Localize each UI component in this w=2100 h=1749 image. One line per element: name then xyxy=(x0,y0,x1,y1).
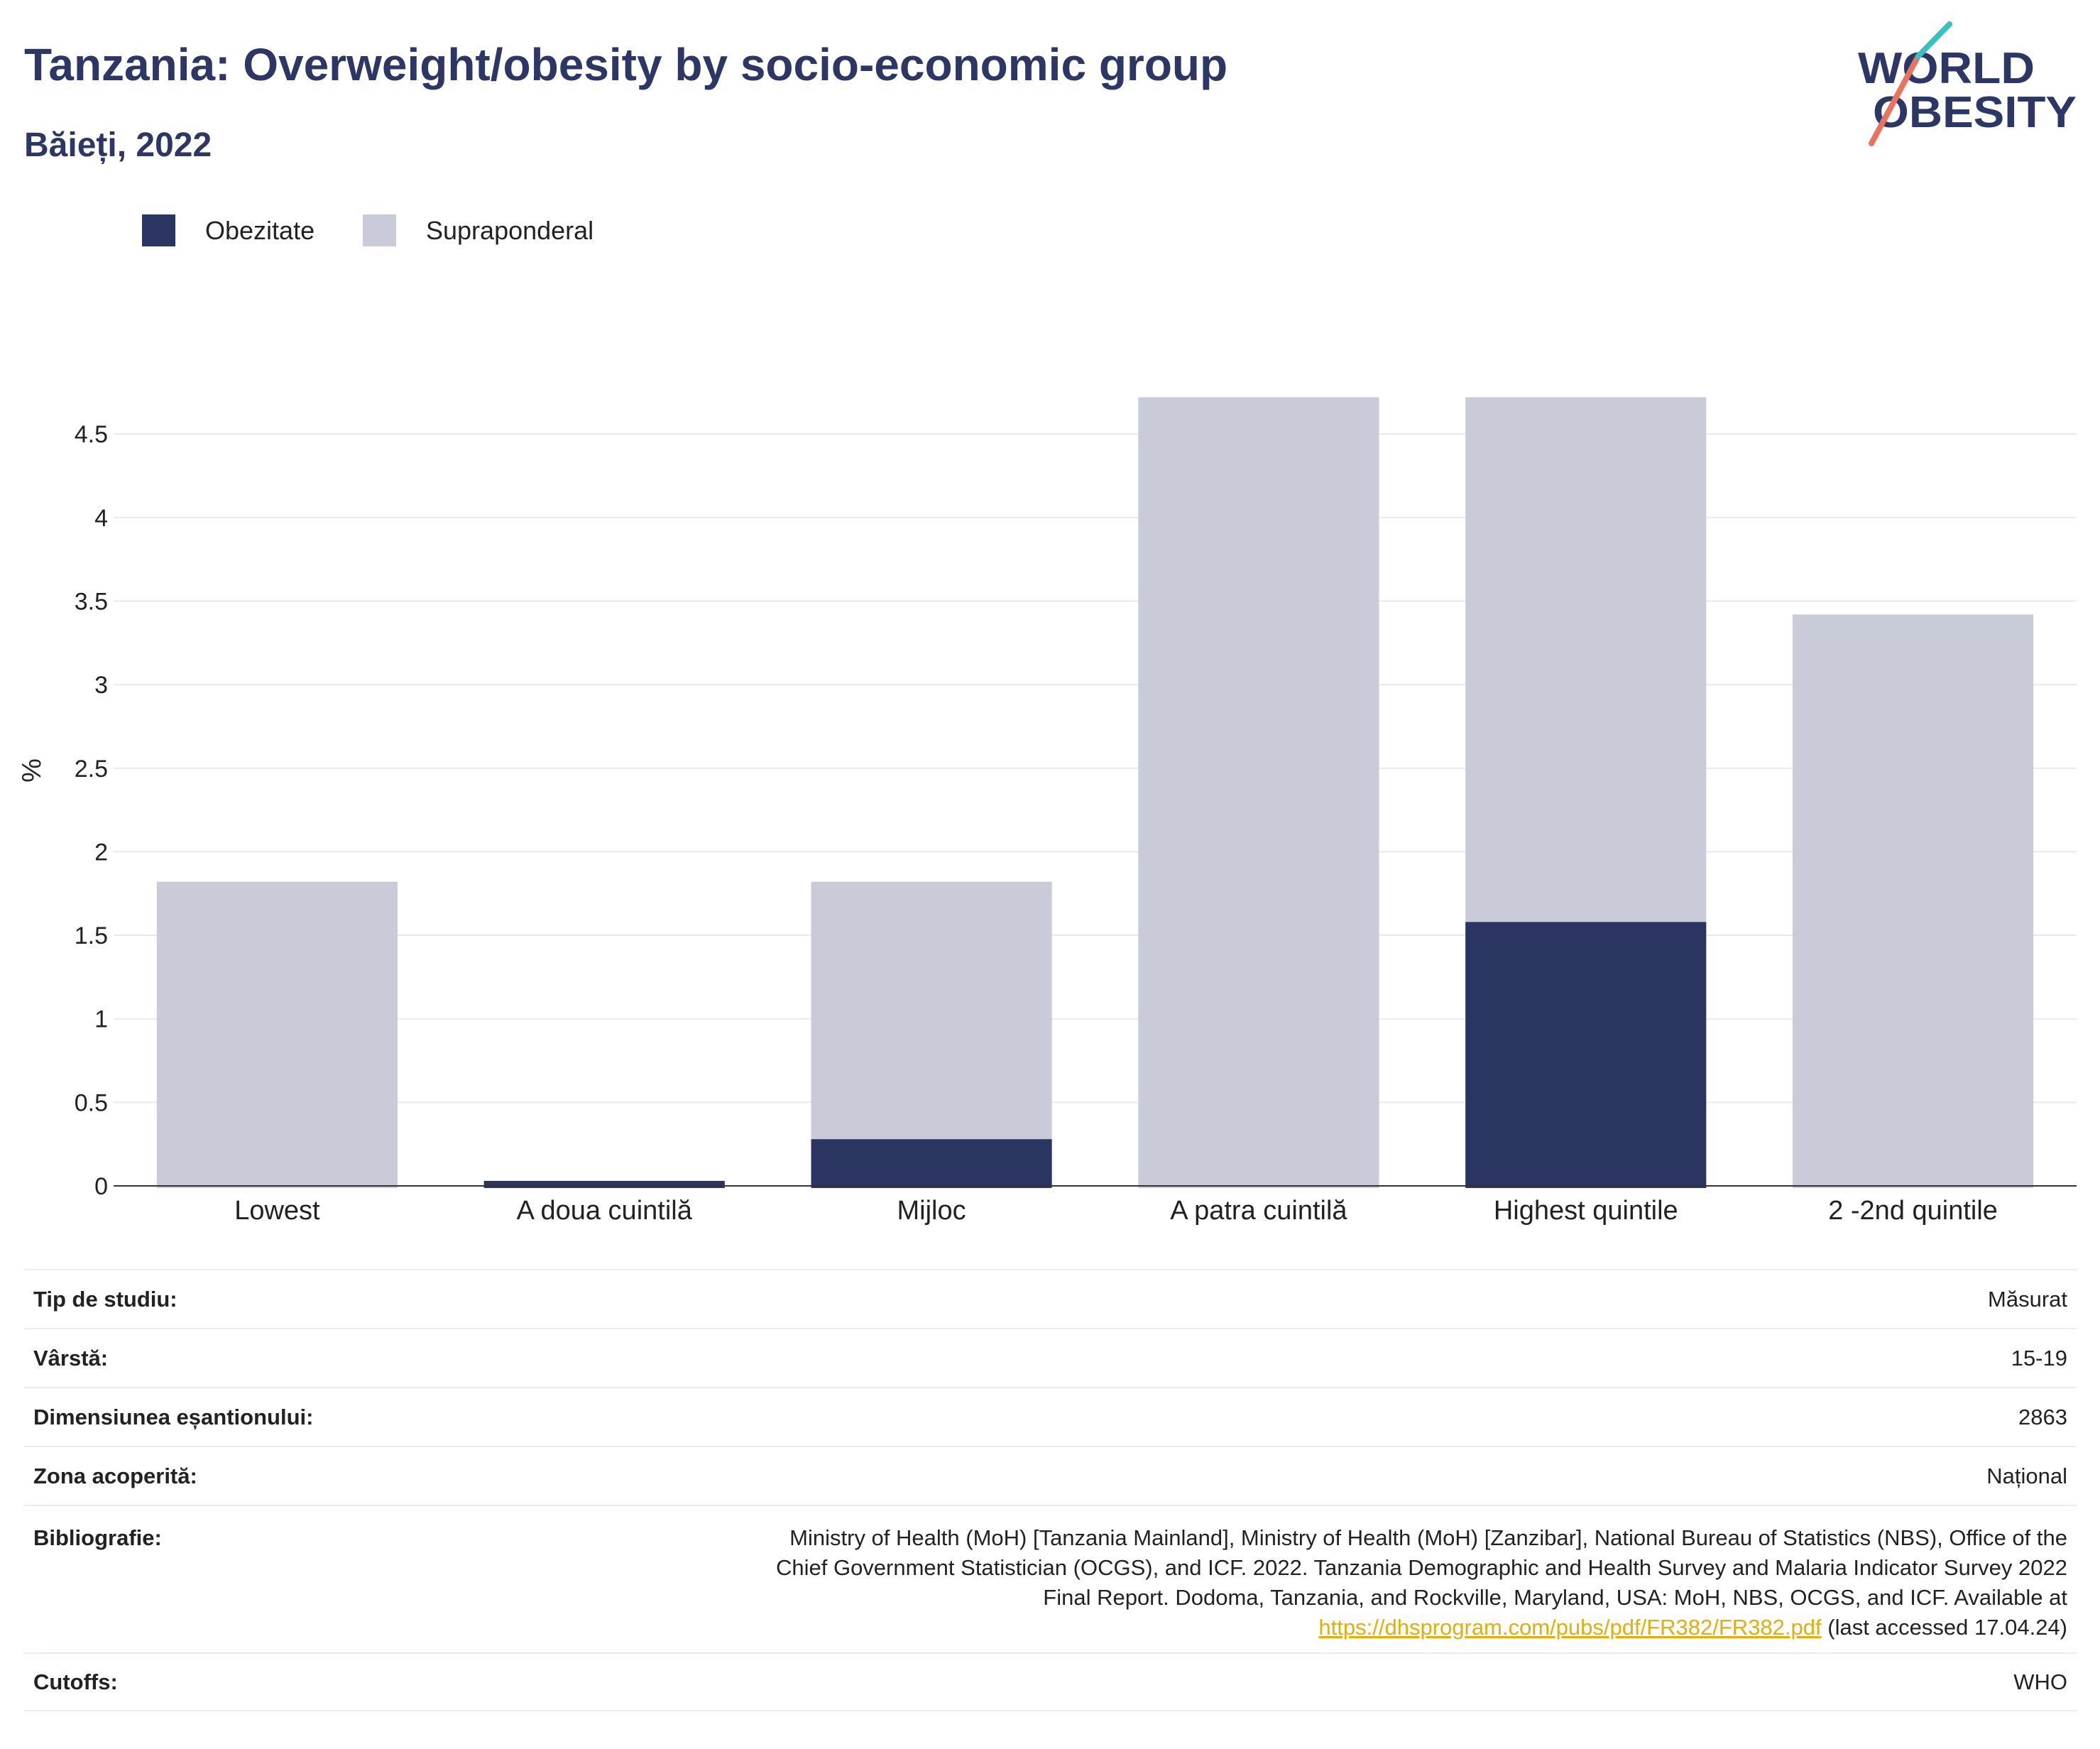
x-tick-label: 2 -2nd quintile xyxy=(1828,1196,1998,1226)
world-obesity-logo: WORLD OBESITY xyxy=(1858,21,2077,146)
coverage-value: Național xyxy=(1986,1463,2067,1488)
details-row-bibliography: Bibliografie: Ministry of Health (MoH) [… xyxy=(24,1505,2077,1652)
study-type-value: Măsurat xyxy=(1988,1286,2067,1312)
logo-line-world: WORLD xyxy=(1858,44,2035,93)
legend-label-supraponderal[interactable]: Supraponderal xyxy=(426,216,594,245)
y-axis-title: % xyxy=(17,758,47,783)
bar-supraponderal xyxy=(811,881,1052,1140)
details-row-age: Vârstă: 15-19 xyxy=(24,1328,2077,1387)
bibliography-accessed-note: (last accessed 17.04.24) xyxy=(1827,1615,2067,1640)
details-row-coverage: Zona acoperită: Național xyxy=(24,1446,2077,1505)
bibliography-line: Chief Government Statistician (OCGS), an… xyxy=(775,1555,2067,1580)
chart-subtitle: Băieți, 2022 xyxy=(24,126,212,164)
bibliography-line: Final Report. Dodoma, Tanzania, and Rock… xyxy=(1043,1585,2067,1610)
logo-slash-lower xyxy=(1869,53,1921,146)
y-tick-label: 2.5 xyxy=(75,756,108,783)
bibliography-text: Ministry of Health (MoH) [Tanzania Mainl… xyxy=(33,1523,2067,1642)
sample-size-label: Dimensiunea eșantionului: xyxy=(33,1404,314,1429)
sample-size-value: 2863 xyxy=(2018,1404,2067,1429)
bar-supraponderal xyxy=(156,881,398,1188)
legend-swatch-obezitate[interactable] xyxy=(142,214,175,246)
legend-label-obezitate[interactable]: Obezitate xyxy=(205,216,315,245)
details-row-study-type: Tip de studiu: Măsurat xyxy=(24,1269,2077,1328)
bar-supraponderal xyxy=(1465,397,1707,922)
bar-supraponderal xyxy=(1792,614,2034,1188)
y-tick-label: 3.5 xyxy=(75,588,108,615)
logo-line-obesity: OBESITY xyxy=(1873,88,2077,137)
details-table: Tip de studiu: Măsurat Vârstă: 15-19 Dim… xyxy=(24,1269,2077,1711)
details-row-cutoffs: Cutoffs: WHO xyxy=(24,1652,2077,1711)
y-tick-label: 1.5 xyxy=(75,922,108,949)
y-tick-label: 4.5 xyxy=(75,421,108,448)
bibliography-last-line: https://dhsprogram.com/pubs/pdf/FR382/FR… xyxy=(33,1613,2067,1642)
y-tick-label: 2 xyxy=(94,839,108,866)
age-label: Vârstă: xyxy=(33,1345,109,1371)
y-tick-label: 4 xyxy=(94,505,108,532)
y-tick-label: 0.5 xyxy=(75,1089,108,1116)
chart-title: Tanzania: Overweight/obesity by socio-ec… xyxy=(24,39,1228,90)
cutoffs-value: WHO xyxy=(2013,1669,2067,1694)
coverage-label: Zona acoperită: xyxy=(33,1463,197,1488)
bibliography-line: Ministry of Health (MoH) [Tanzania Mainl… xyxy=(789,1525,2067,1550)
bibliography-label: Bibliografie: xyxy=(33,1525,162,1550)
logo-slash-upper xyxy=(1915,21,1952,59)
bar-obezitate xyxy=(483,1180,725,1188)
y-tick-label: 0 xyxy=(94,1173,108,1200)
x-tick-label: A doua cuintilă xyxy=(517,1196,693,1226)
x-tick-label: Lowest xyxy=(234,1196,320,1226)
bibliography-link[interactable]: https://dhsprogram.com/pubs/pdf/FR382/FR… xyxy=(1318,1615,1822,1640)
bar-obezitate xyxy=(1465,922,1707,1188)
legend-swatch-supraponderal[interactable] xyxy=(363,214,396,246)
age-value: 15-19 xyxy=(2011,1345,2067,1371)
bar-obezitate xyxy=(811,1139,1052,1188)
study-type-label: Tip de studiu: xyxy=(33,1286,177,1312)
y-tick-label: 3 xyxy=(94,672,108,699)
details-row-sample-size: Dimensiunea eșantionului: 2863 xyxy=(24,1387,2077,1446)
x-tick-label: A patra cuintilă xyxy=(1170,1196,1347,1226)
bar-chart: 0 0.5 1 1.5 2 2.5 3 3.5 4 4.5% Lowest A doua cuinti… xyxy=(17,397,2077,1226)
y-tick-label: 1 xyxy=(94,1006,108,1033)
x-tick-label: Mijloc xyxy=(897,1196,966,1226)
cutoffs-label: Cutoffs: xyxy=(33,1669,118,1694)
bar-supraponderal xyxy=(1138,397,1379,1188)
x-tick-label: Highest quintile xyxy=(1494,1196,1678,1226)
